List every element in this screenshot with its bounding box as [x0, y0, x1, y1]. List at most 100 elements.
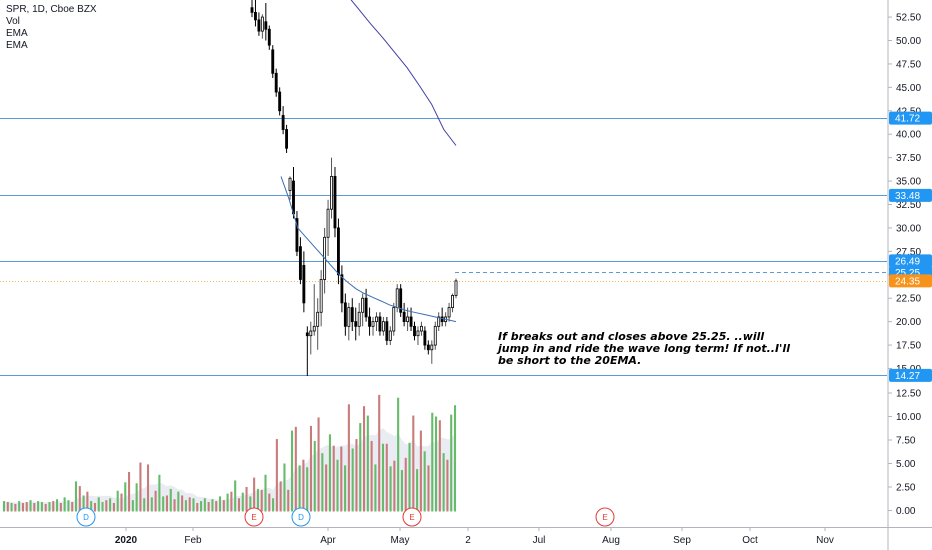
y-tick-label: 35.00 — [896, 177, 921, 188]
candle — [312, 284, 316, 336]
candle — [454, 278, 458, 299]
legend-ema-fast[interactable]: EMA — [6, 28, 28, 39]
candle-body — [454, 280, 458, 296]
candle-body — [430, 344, 434, 351]
candle — [368, 307, 371, 336]
volume-bar — [37, 501, 40, 512]
volume-bar — [143, 498, 146, 512]
volume-bar — [97, 497, 100, 512]
candle — [330, 157, 333, 219]
volume-bar — [188, 497, 191, 512]
x-tick-label: Apr — [320, 535, 336, 546]
volume-bar — [218, 496, 222, 512]
y-tick-label: 47.50 — [896, 59, 921, 70]
candle-body — [388, 330, 392, 341]
y-tick-label: 10.00 — [896, 412, 921, 423]
candle — [447, 302, 451, 322]
candle-body — [326, 208, 330, 238]
candle-body — [451, 295, 454, 308]
candle — [309, 321, 313, 355]
volume-bar — [359, 423, 362, 512]
volume-bar — [150, 497, 153, 512]
volume-bar — [162, 496, 165, 512]
volume-bar — [177, 491, 180, 512]
candle-body — [347, 307, 351, 327]
level-badge-label: 25.25 — [895, 268, 920, 279]
level-badge-label: 26.49 — [895, 256, 920, 267]
volume-bar — [93, 502, 97, 512]
volume-bar — [344, 465, 347, 512]
x-tick-label: Sep — [673, 535, 691, 546]
candle-body — [381, 321, 385, 332]
volume-bar — [82, 495, 85, 512]
level-badge — [889, 368, 932, 382]
volume-bar — [90, 501, 93, 512]
volume-bar — [33, 502, 36, 512]
candle — [419, 321, 423, 336]
volume-bar — [116, 490, 119, 512]
candle — [433, 321, 437, 350]
legend-vol[interactable]: Vol — [6, 16, 20, 27]
volume-bar — [18, 501, 21, 512]
event-marker — [402, 507, 422, 527]
legend-ema-slow[interactable]: EMA — [6, 40, 28, 51]
volume-bar — [385, 443, 388, 512]
volume-bar — [146, 464, 150, 512]
candle — [316, 298, 320, 350]
y-tick-label: 17.50 — [896, 341, 921, 352]
volume-bar — [279, 481, 282, 512]
candle-body — [354, 321, 358, 327]
candle-body — [302, 265, 306, 304]
volume-bar — [67, 500, 70, 512]
candle — [343, 293, 347, 336]
volume-bar — [78, 486, 81, 512]
volume-bar — [169, 488, 172, 512]
volume-bar — [196, 502, 199, 512]
candle-body — [285, 129, 289, 149]
volume-bar — [389, 466, 392, 512]
candle-body — [433, 325, 437, 346]
volume-bar — [256, 488, 259, 512]
level-badge-label: 14.27 — [895, 371, 920, 382]
candle — [257, 12, 261, 36]
volume-bar — [442, 453, 445, 512]
volume-bar — [234, 480, 237, 512]
candle-body — [267, 28, 271, 46]
y-tick-label: 37.50 — [896, 153, 921, 164]
candle — [271, 45, 275, 78]
candle-body — [343, 302, 347, 327]
candle-body — [406, 316, 410, 323]
trade-annotation[interactable]: If breaks out and closes above 25.25. ..… — [498, 330, 790, 367]
volume-bar — [226, 493, 229, 512]
volume-bar — [245, 487, 248, 512]
candle — [402, 302, 406, 327]
volume-bar — [237, 498, 241, 512]
volume-bar — [313, 440, 316, 512]
volume-bar — [355, 439, 358, 512]
candle — [260, 14, 264, 39]
y-tick-label: 52.50 — [896, 13, 921, 24]
candle-body — [319, 279, 323, 313]
y-tick-label: 12.50 — [896, 389, 921, 400]
candle — [250, 0, 254, 18]
y-tick-label: 7.50 — [896, 436, 916, 447]
candle-body — [257, 19, 261, 32]
candle — [295, 211, 299, 257]
y-tick-label: 20.00 — [896, 317, 921, 328]
volume-bar — [211, 499, 214, 512]
y-tick-label: 2.50 — [896, 483, 916, 494]
y-tick-label: 50.00 — [896, 36, 921, 47]
volume-bar — [435, 416, 438, 512]
candle — [305, 326, 309, 376]
candle-body — [295, 218, 299, 252]
volume-bar — [29, 500, 32, 512]
volume-bar — [419, 430, 422, 512]
y-tick-label: 32.50 — [896, 200, 921, 211]
candle-body — [426, 344, 430, 351]
candle-body — [254, 11, 257, 21]
candle-body — [305, 332, 309, 337]
legend-symbol[interactable]: SPR, 1D, Cboe BZX — [6, 4, 97, 15]
candle-body — [271, 49, 275, 74]
volume-bar — [453, 405, 457, 512]
